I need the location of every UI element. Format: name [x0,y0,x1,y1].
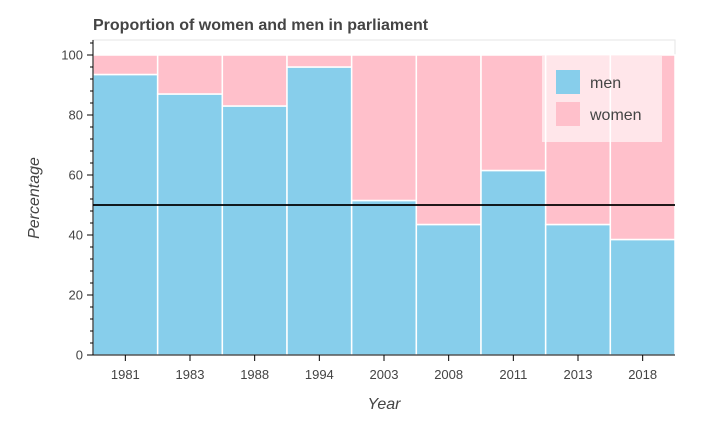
x-tick-label-1988: 1988 [240,367,269,382]
bar-women-2003 [350,54,418,202]
x-tick-label-2013: 2013 [564,367,593,382]
bar-men-2003 [350,199,418,356]
y-tick-label-100: 100 [61,48,83,63]
legend: men women [542,56,662,142]
y-axis-label: Percentage [26,157,43,239]
bar-men-1994 [286,66,353,356]
bar-women-2008 [415,54,482,226]
bar-men-2013 [544,223,612,356]
bar-women-1988 [221,54,288,107]
x-tick-label-1994: 1994 [305,367,334,382]
bar-men-1983 [156,93,224,356]
y-tick-label-0: 0 [76,348,83,363]
legend-swatch-men [556,70,580,94]
y-tick-label-60: 60 [69,168,83,183]
x-axis-label: Year [368,396,402,413]
y-tick-label-80: 80 [69,108,83,123]
x-tick-label-2018: 2018 [628,367,657,382]
legend-background [542,56,662,142]
chart-title: Proportion of women and men in parliamen… [93,17,429,34]
axes-layer: 0 20 40 60 80 100 1981 1983 1988 1994 2003 2008 2011… [61,40,675,382]
legend-label-men: men [590,75,621,92]
bar-men-2018 [609,238,676,356]
bar-men-1981 [92,73,159,356]
y-tick-label-40: 40 [69,228,83,243]
x-tick-label-2003: 2003 [370,367,399,382]
y-tick-label-20: 20 [69,288,83,303]
legend-label-women: women [589,107,642,124]
bars-layer [92,54,676,356]
x-tick-label-1981: 1981 [111,367,140,382]
x-tick-label-2011: 2011 [499,367,527,382]
bar-women-2011 [480,54,547,172]
bar-men-2008 [415,223,482,356]
x-tick-label-1983: 1983 [176,367,205,382]
bar-men-2011 [480,169,547,356]
x-tick-label-2008: 2008 [434,367,463,382]
bar-women-1994 [286,54,353,68]
legend-swatch-women [556,102,580,126]
bar-women-1983 [156,54,224,95]
bar-men-1988 [221,105,288,356]
bar-women-1981 [92,54,159,76]
